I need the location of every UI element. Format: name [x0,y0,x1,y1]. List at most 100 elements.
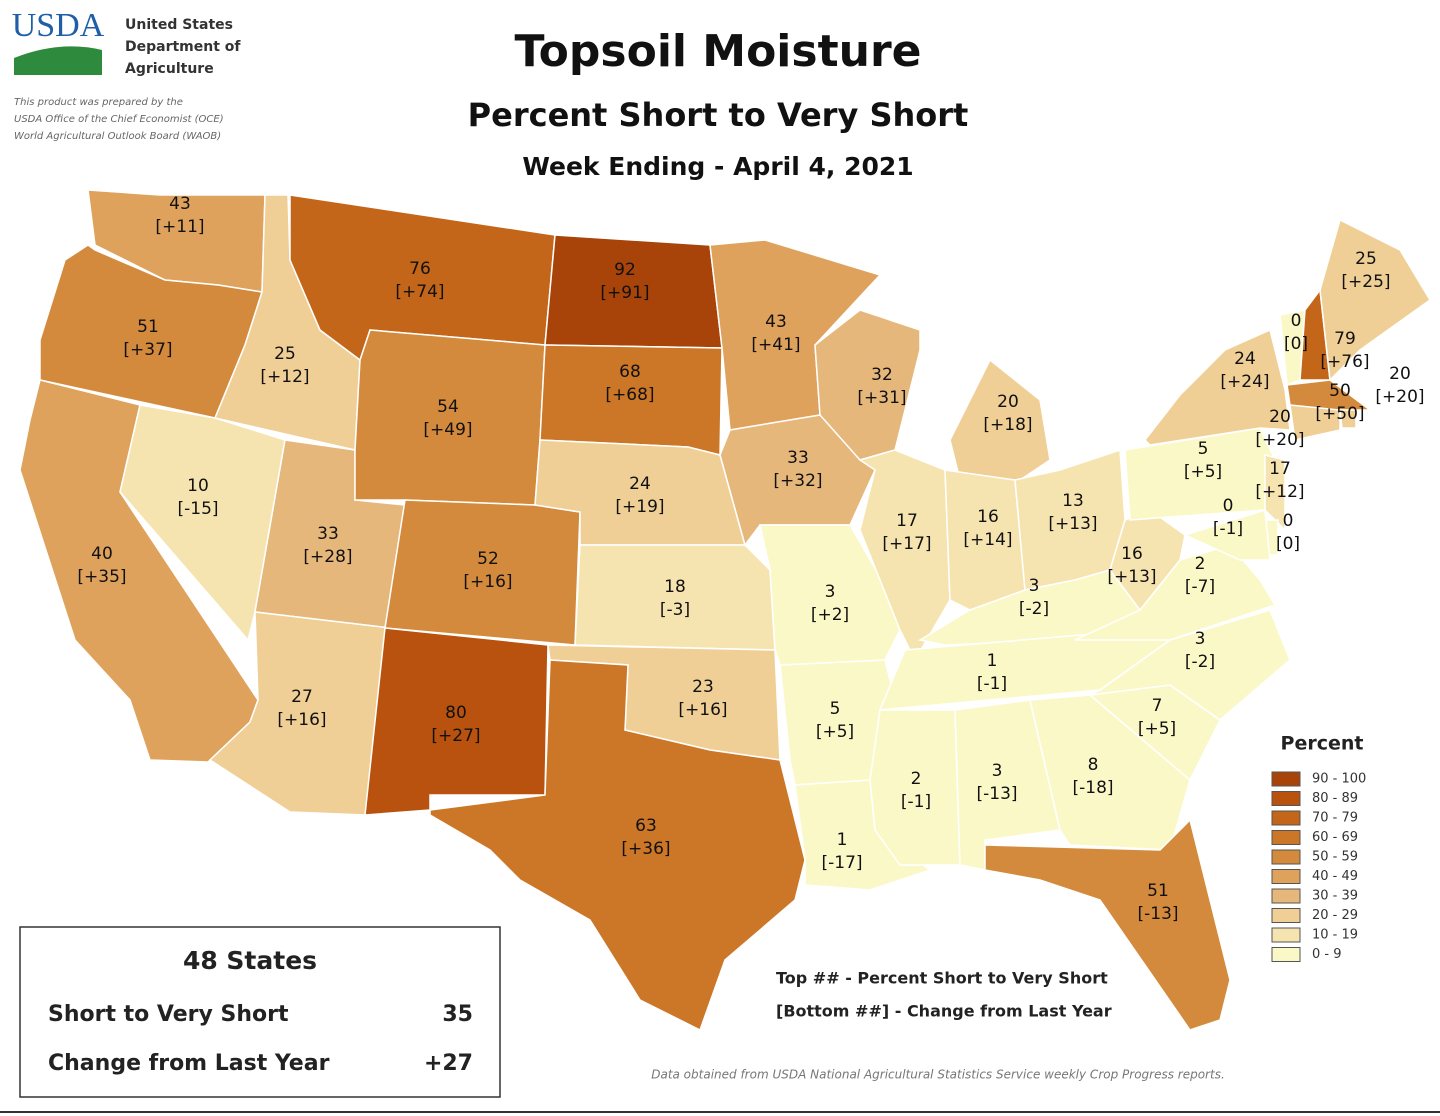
state-change: [+12] [1255,482,1304,502]
legend-label: 40 - 49 [1312,869,1358,884]
legend-title: Percent [1281,733,1364,755]
state-value: 3 [1029,576,1040,596]
summary-box [19,926,501,1098]
state-value: 17 [1269,459,1291,479]
legend-swatch [1271,849,1301,865]
state-value: 80 [445,703,467,723]
state-change: [+27] [431,726,480,746]
state-value: 1 [987,651,998,671]
state-value: 1 [837,830,848,850]
agency-line: United States [125,17,233,33]
state-value: 16 [1121,544,1143,564]
state-value: 92 [614,260,636,280]
state [1182,509,1271,561]
state-value: 5 [830,699,841,719]
summary-value: 35 [442,1002,473,1027]
state-value: 20 [997,392,1019,412]
state-value: 2 [911,769,922,789]
state-change: [+5] [816,722,854,742]
legend-label: 10 - 19 [1312,928,1358,943]
state-change: [-17] [821,853,862,873]
legend-label: 70 - 79 [1312,811,1358,826]
state-value: 3 [992,761,1003,781]
state-value: 79 [1334,329,1356,349]
state-value: 51 [1147,881,1169,901]
state-change: [-13] [976,784,1017,804]
state [1264,454,1286,532]
subtitle: Percent Short to Very Short [468,96,969,134]
legend-swatch [1271,927,1301,943]
state [384,499,581,646]
legend-label: 50 - 59 [1312,850,1358,865]
state-value: 43 [765,312,787,332]
state-value: 20 [1269,407,1291,427]
state-value: 32 [871,365,893,385]
state-change: [+13] [1048,514,1097,534]
state-change: [+16] [277,710,326,730]
state-value: 10 [187,476,209,496]
state-value: 25 [274,344,296,364]
state-change: [-13] [1137,904,1178,924]
legend-label: 60 - 69 [1312,830,1358,845]
summary-title: 48 States [183,946,317,975]
state-change: [+76] [1320,352,1369,372]
note: [Bottom ##] - Change from Last Year [776,1002,1112,1021]
state-change: [+50] [1315,404,1364,424]
state-change: [+17] [882,534,931,554]
state-value: 20 [1389,364,1411,384]
legend-label: 80 - 89 [1312,791,1358,806]
legend-swatch [1271,791,1301,806]
state-value: 16 [977,507,999,527]
state-value: 3 [1195,629,1206,649]
legend-label: 90 - 100 [1312,772,1366,787]
state-change: [+25] [1341,272,1390,292]
state [1339,409,1357,429]
state-change: [+31] [857,388,906,408]
state-change: [+13] [1107,567,1156,587]
legend-label: 20 - 29 [1312,908,1358,923]
agency-line: Department of [125,39,241,55]
state-value: 68 [619,362,641,382]
state-change: [+16] [678,700,727,720]
states [19,189,1431,1032]
state-change: [-1] [901,792,931,812]
summary-value: +27 [424,1051,473,1076]
state-change: [+28] [303,547,352,567]
state-value: 0 [1291,311,1302,331]
state-change: [-18] [1072,778,1113,798]
state-change: [+35] [77,567,126,587]
state-change: [-1] [977,674,1007,694]
legend-swatch [1271,830,1301,845]
state-value: 5 [1198,439,1209,459]
state [814,309,921,461]
state [1289,404,1341,441]
state [1144,328,1291,446]
disclaimer: World Agricultural Outlook Board (WAOB) [14,131,221,142]
state-value: 54 [437,397,459,417]
state-change: [+14] [963,530,1012,550]
state-value: 2 [1195,554,1206,574]
state-change: [-1] [1213,519,1243,539]
state-value: 17 [896,511,918,531]
state-change: [+36] [621,839,670,859]
state [429,659,806,1032]
state-labels: 43[+11]51[+37]40[+35]25[+12]10[-15]33[+2… [77,194,1424,924]
state-change: [+37] [123,340,172,360]
disclaimer: This product was prepared by the [14,97,183,108]
state-change: [+49] [423,420,472,440]
state-change: [-3] [660,600,690,620]
legend-label: 30 - 39 [1312,889,1358,904]
state-value: 40 [91,544,113,564]
state-change: [+20] [1255,430,1304,450]
week: Week Ending - April 4, 2021 [522,152,913,181]
state-value: 0 [1283,511,1294,531]
state-value: 76 [409,259,431,279]
state-change: [+5] [1184,462,1222,482]
summary-label: Short to Very Short [48,1002,289,1027]
legend: 90 - 100 80 - 89 70 - 79 60 - 69 50 - 59 40 -… [1271,771,1366,962]
state [574,544,776,651]
state-value: 27 [291,687,313,707]
legend-swatch [1271,908,1301,923]
note: Top ## - Percent Short to Very Short [776,969,1108,988]
